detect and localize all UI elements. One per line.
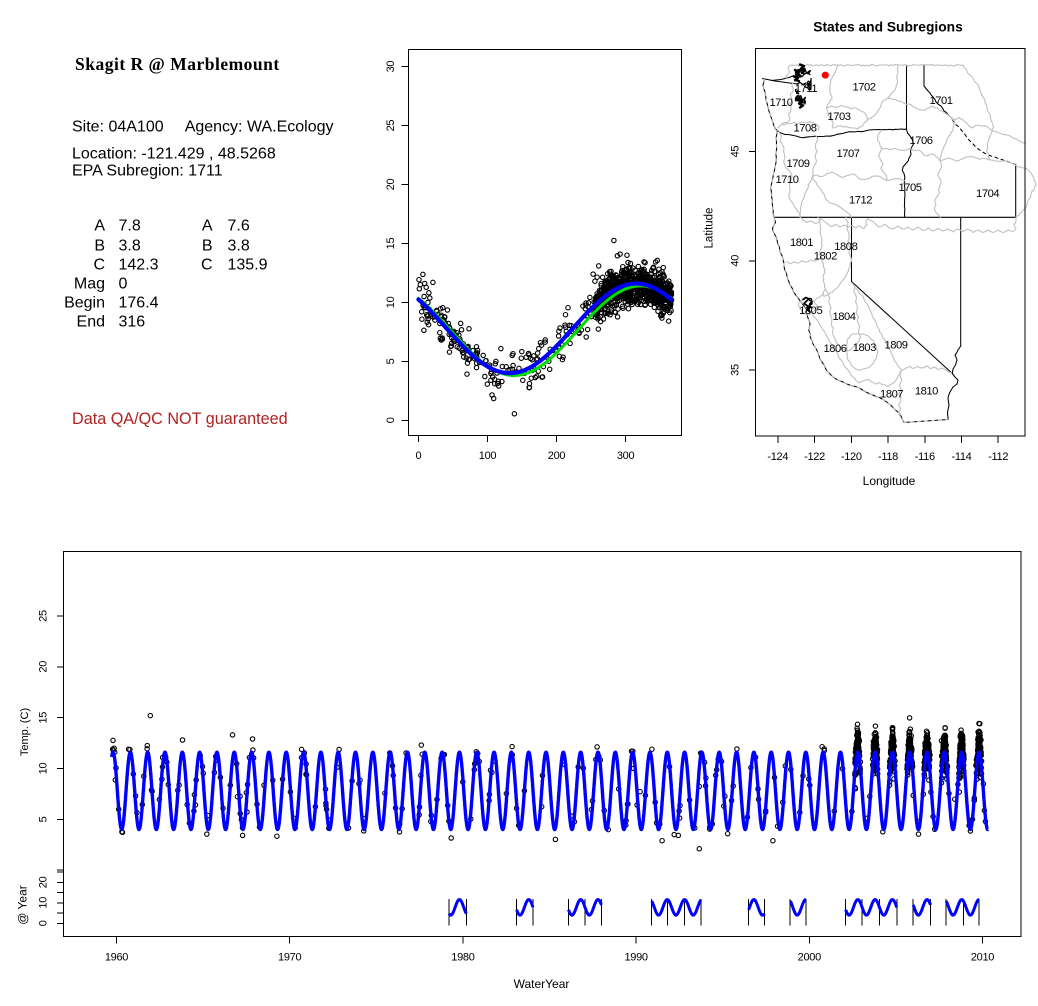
svg-text:Mag: Mag	[74, 276, 105, 293]
svg-text:1810: 1810	[915, 386, 938, 398]
svg-text:1960: 1960	[105, 952, 128, 964]
svg-text:States and Subregions: States and Subregions	[813, 20, 963, 35]
svg-text:B: B	[202, 238, 213, 255]
svg-text:B: B	[94, 238, 105, 255]
svg-text:@ Year: @ Year	[16, 885, 30, 925]
svg-text:1711: 1711	[795, 83, 817, 95]
svg-text:0: 0	[385, 417, 397, 423]
svg-text:5: 5	[385, 358, 397, 364]
svg-text:2010: 2010	[971, 952, 994, 964]
svg-text:Latitude: Latitude	[704, 208, 716, 249]
svg-text:Longitude: Longitude	[863, 474, 916, 488]
svg-text:1803: 1803	[853, 342, 876, 354]
svg-text:1709: 1709	[786, 158, 809, 170]
svg-text:1980: 1980	[451, 952, 474, 964]
svg-text:3.8: 3.8	[228, 238, 250, 255]
svg-text:20: 20	[38, 661, 50, 673]
svg-text:Location: -121.429 , 48.5268: Location: -121.429 , 48.5268	[72, 146, 276, 163]
svg-text:Skagit R @ Marblemount: Skagit R @ Marblemount	[75, 54, 280, 74]
svg-text:15: 15	[38, 712, 50, 724]
svg-text:A: A	[94, 218, 105, 235]
svg-text:100: 100	[479, 450, 497, 462]
svg-text:1804: 1804	[832, 311, 855, 323]
svg-text:-120: -120	[841, 451, 862, 463]
svg-text:1703: 1703	[827, 111, 850, 123]
svg-text:Temp. (C): Temp. (C)	[19, 708, 31, 756]
svg-text:5: 5	[38, 816, 50, 822]
svg-text:WaterYear: WaterYear	[514, 977, 570, 991]
svg-text:1990: 1990	[624, 952, 647, 964]
svg-text:1704: 1704	[976, 188, 999, 200]
svg-text:-114: -114	[952, 451, 972, 463]
svg-text:1806: 1806	[823, 343, 846, 355]
svg-text:25: 25	[38, 610, 50, 622]
svg-text:EPA Subregion: 1711: EPA Subregion: 1711	[72, 163, 223, 180]
svg-text:1712: 1712	[849, 195, 872, 207]
svg-text:A: A	[202, 218, 213, 235]
svg-text:1710: 1710	[769, 97, 792, 109]
svg-text:1808: 1808	[834, 241, 857, 253]
svg-text:1707: 1707	[836, 148, 859, 160]
svg-text:Agency: WA.Ecology: Agency: WA.Ecology	[185, 119, 334, 136]
svg-text:1802: 1802	[814, 251, 837, 263]
svg-text:1708: 1708	[793, 123, 816, 135]
svg-text:316: 316	[119, 313, 146, 330]
svg-text:-118: -118	[878, 451, 898, 463]
svg-text:0: 0	[119, 276, 128, 293]
svg-text:Begin: Begin	[64, 295, 105, 312]
svg-text:1809: 1809	[884, 340, 907, 352]
svg-text:3.8: 3.8	[119, 238, 141, 255]
svg-text:End: End	[77, 313, 105, 330]
svg-text:2000: 2000	[798, 952, 821, 964]
svg-text:10: 10	[385, 296, 397, 308]
svg-text:45: 45	[730, 146, 742, 158]
svg-text:40: 40	[730, 255, 742, 267]
svg-text:C: C	[201, 257, 213, 274]
svg-text:20: 20	[385, 179, 397, 191]
svg-text:10: 10	[38, 763, 50, 775]
svg-text:135.9: 135.9	[228, 257, 268, 274]
svg-text:0: 0	[415, 450, 421, 462]
svg-text:1706: 1706	[909, 135, 932, 147]
svg-text:Data QA/QC NOT guaranteed: Data QA/QC NOT guaranteed	[72, 410, 288, 428]
svg-text:1701: 1701	[929, 95, 952, 107]
svg-text:C: C	[93, 257, 105, 274]
svg-text:142.3: 142.3	[119, 257, 159, 274]
svg-text:1801: 1801	[790, 237, 813, 249]
svg-text:-112: -112	[988, 451, 1008, 463]
svg-text:1702: 1702	[852, 82, 875, 94]
svg-text:20: 20	[38, 876, 50, 888]
svg-text:1705: 1705	[898, 182, 921, 194]
svg-text:1807: 1807	[880, 389, 903, 401]
svg-text:-122: -122	[804, 451, 825, 463]
svg-text:15: 15	[385, 238, 397, 250]
svg-text:7.6: 7.6	[228, 218, 250, 235]
svg-text:1710: 1710	[775, 174, 798, 186]
svg-text:35: 35	[730, 364, 742, 376]
svg-text:176.4: 176.4	[119, 295, 159, 312]
svg-text:30: 30	[385, 61, 397, 73]
svg-text:1970: 1970	[278, 952, 301, 964]
svg-text:7.8: 7.8	[119, 218, 141, 235]
svg-text:0: 0	[38, 920, 50, 926]
svg-text:-116: -116	[915, 451, 935, 463]
svg-text:1805: 1805	[799, 305, 822, 317]
svg-text:10: 10	[38, 897, 50, 909]
svg-text:Site: 04A100: Site: 04A100	[72, 119, 164, 136]
svg-text:200: 200	[548, 450, 566, 462]
svg-text:-124: -124	[767, 451, 788, 463]
svg-text:300: 300	[617, 450, 635, 462]
svg-text:25: 25	[385, 120, 397, 132]
